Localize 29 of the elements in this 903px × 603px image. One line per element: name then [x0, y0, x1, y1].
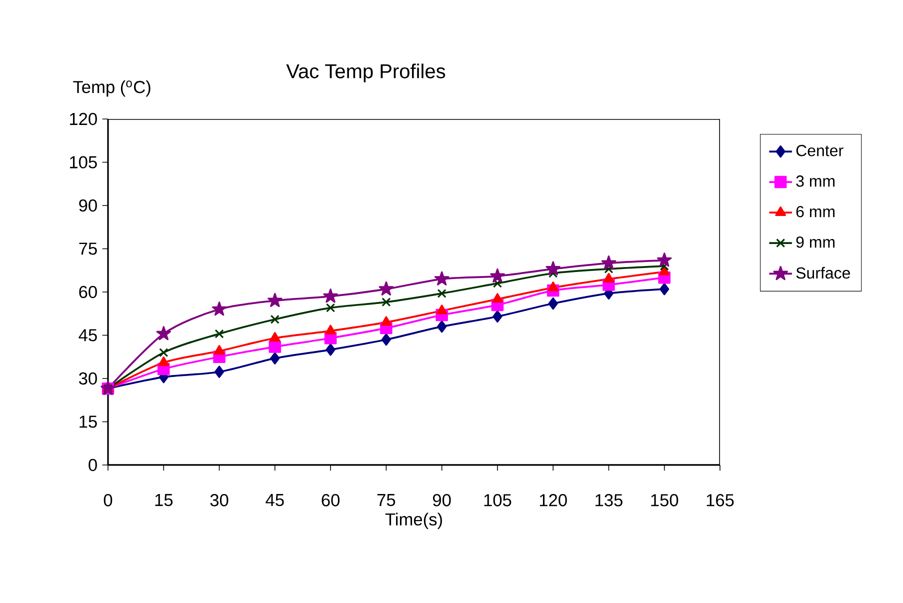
x-tick-label: 60	[322, 494, 340, 506]
x-tick-label: 15	[155, 494, 173, 506]
x-tick-label: 45	[266, 494, 284, 506]
chart-title: Vac Temp Profiles	[286, 64, 446, 82]
x-tick-label: 0	[104, 494, 112, 506]
x-tick-label: 135	[596, 494, 622, 506]
x-tick-label: 90	[433, 494, 451, 506]
legend-label: 6 mm	[796, 206, 834, 218]
y-tick-label: 15	[80, 416, 97, 428]
x-tick-label: 75	[377, 494, 396, 506]
x-axis-title: Time(s)	[385, 512, 442, 529]
legend-label: Center	[796, 144, 844, 156]
x-tick-label: 165	[706, 494, 734, 506]
legend-label: Surface	[796, 266, 850, 279]
y-axis-title: Temp ($^{o}$C)	[73, 80, 150, 97]
legend-label: 3 mm	[796, 175, 834, 187]
x-tick-label: 30	[210, 494, 228, 506]
y-tick-label: 90	[79, 199, 97, 212]
y-tick-label: 60	[79, 286, 97, 298]
y-tick-label: 75	[79, 242, 97, 255]
y-tick-label: 30	[79, 372, 97, 385]
legend-label: 9 mm	[796, 236, 834, 248]
x-tick-label: 120	[540, 494, 567, 506]
y-tick-label: 45	[78, 329, 97, 342]
x-tick-label: 150	[651, 494, 678, 506]
x-tick-label: 105	[484, 494, 512, 506]
y-tick-label: 0	[88, 458, 97, 472]
y-tick-label: 120	[70, 112, 97, 126]
y-tick-label: 105	[70, 156, 97, 168]
